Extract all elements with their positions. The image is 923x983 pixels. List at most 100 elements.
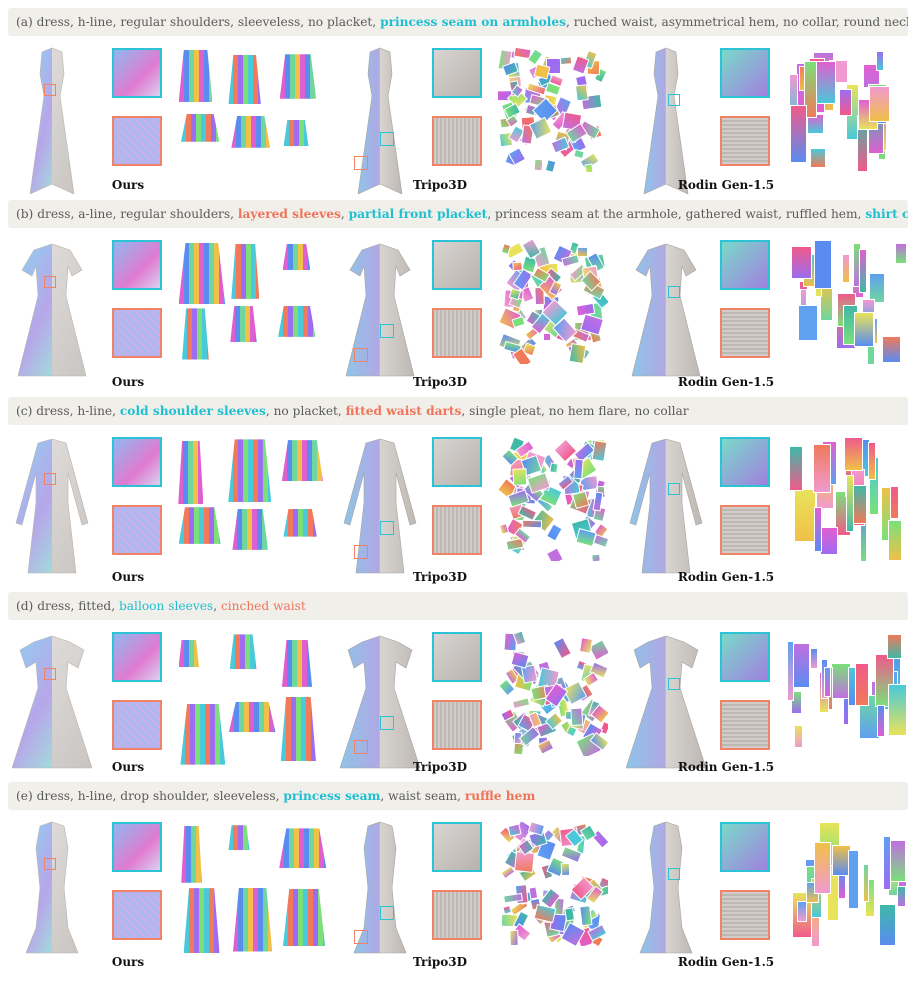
uv-chart-patch <box>584 163 594 172</box>
sewing-pattern-panel <box>281 440 323 482</box>
uv-chart-strip <box>790 246 813 280</box>
rodin-zoom-top <box>720 632 770 682</box>
sewing-pattern-panel <box>178 507 221 544</box>
method-label-tripo3d: Tripo3D <box>412 375 468 389</box>
rodin-zoom-top <box>720 48 770 98</box>
uv-chart-strip <box>855 662 870 706</box>
uv-chart-patch <box>548 462 559 474</box>
caption-segment: princess seam on armholes <box>380 15 566 29</box>
uv-chart-patch <box>575 84 590 102</box>
sewing-pattern-panel <box>178 49 213 102</box>
rodin-zoom-bottom <box>720 890 770 940</box>
sewing-pattern-panel <box>231 243 260 299</box>
caption-segment: fitted waist darts <box>345 404 462 418</box>
figure-row-e: (e) dress, h-line, drop shoulder, sleeve… <box>8 782 908 977</box>
uv-chart-strip <box>815 60 836 104</box>
uv-chart-patch <box>511 316 526 329</box>
rodin-zoom-bottom <box>720 116 770 166</box>
method-label-rodin: Rodin Gen-1.5 <box>677 955 775 969</box>
uv-chart-strip <box>813 240 833 290</box>
highlight-box <box>354 740 368 754</box>
uv-chart-strip <box>879 903 897 946</box>
tripo3d-dress-render <box>339 628 421 782</box>
uv-chart-strip <box>791 691 802 714</box>
method-label-rodin: Rodin Gen-1.5 <box>677 375 775 389</box>
rodin-dress-render <box>626 44 706 198</box>
uv-chart-strip <box>824 667 832 697</box>
ours-sewing-pattern <box>178 48 328 176</box>
uv-chart-patch <box>577 247 588 258</box>
ours-sewing-pattern <box>178 240 328 368</box>
sewing-pattern-panel <box>281 639 313 687</box>
tripo3d-dress-render <box>340 433 420 587</box>
caption-segment: partial front placket <box>348 207 488 221</box>
ours-zoom-bottom <box>112 890 162 940</box>
uv-chart-strip <box>794 489 816 542</box>
rodin-zoom-bottom <box>720 700 770 750</box>
rodin-uv-atlas <box>786 437 906 561</box>
uv-chart-strip <box>839 88 853 116</box>
sewing-pattern-panel <box>178 242 226 305</box>
tripo3d-zoom-top <box>432 240 482 290</box>
method-label-ours: Ours <box>111 178 145 192</box>
uv-chart-strip <box>810 148 826 169</box>
uv-chart-strip <box>887 519 902 561</box>
caption-segment: , <box>340 207 349 221</box>
sewing-pattern-panel <box>278 305 316 337</box>
tripo3d-uv-atlas <box>498 240 608 364</box>
uv-chart-patch <box>511 696 531 710</box>
tripo3d-zoom-bottom <box>432 700 482 750</box>
tripo3d-uv-atlas <box>498 822 608 946</box>
ours-sewing-pattern <box>178 437 328 565</box>
highlight-box <box>668 94 680 106</box>
highlight-box <box>44 276 56 288</box>
uv-chart-strip <box>792 642 811 689</box>
method-label-tripo3d: Tripo3D <box>412 570 468 584</box>
method-label-ours: Ours <box>111 570 145 584</box>
sewing-pattern-panel <box>232 887 273 952</box>
uv-chart-strip <box>819 527 839 555</box>
sewing-pattern-panel <box>280 696 316 761</box>
highlight-box <box>380 132 394 146</box>
method-label-rodin: Rodin Gen-1.5 <box>677 178 775 192</box>
ours-dress-render <box>12 236 92 390</box>
sewing-pattern-panel <box>232 508 269 550</box>
ours-zoom-bottom <box>112 308 162 358</box>
row-caption: (c) dress, h-line, cold shoulder sleeves… <box>8 397 908 425</box>
uv-chart-patch <box>527 885 539 900</box>
tripo3d-uv-atlas <box>498 632 608 756</box>
rodin-uv-atlas <box>786 48 906 172</box>
uv-chart-patch <box>533 158 543 172</box>
uv-chart-strip <box>812 443 831 493</box>
uv-chart-strip <box>813 506 823 552</box>
uv-chart-strip <box>897 886 906 907</box>
rodin-dress-render <box>626 818 706 972</box>
caption-tag: (d) <box>16 599 38 613</box>
uv-chart-patch <box>511 468 527 487</box>
uv-chart-strip <box>882 835 892 890</box>
sewing-pattern-panel <box>228 701 276 733</box>
caption-segment: layered sleeves <box>237 207 341 221</box>
uv-chart-patch <box>591 553 602 561</box>
tripo3d-uv-atlas <box>498 48 608 172</box>
caption-segment: , <box>213 599 221 613</box>
sewing-pattern-panel <box>182 308 209 360</box>
highlight-box <box>44 84 56 96</box>
caption-tag: (a) <box>16 15 37 29</box>
sewing-pattern-panel <box>178 440 204 505</box>
tripo3d-dress-render <box>340 818 420 972</box>
ours-zoom-bottom <box>112 505 162 555</box>
method-label-rodin: Rodin Gen-1.5 <box>677 570 775 584</box>
method-label-ours: Ours <box>111 375 145 389</box>
uv-chart-strip <box>796 900 807 922</box>
uv-chart-strip <box>867 442 877 481</box>
ours-sewing-pattern <box>178 822 328 954</box>
ours-zoom-top <box>112 437 162 487</box>
ours-zoom-bottom <box>112 700 162 750</box>
caption-tag: (e) <box>16 789 37 803</box>
rodin-uv-atlas <box>786 822 906 946</box>
highlight-box <box>380 324 394 338</box>
sewing-pattern-panel <box>283 119 309 147</box>
uv-chart-patch <box>508 929 519 946</box>
caption-segment: princess seam <box>283 789 381 803</box>
